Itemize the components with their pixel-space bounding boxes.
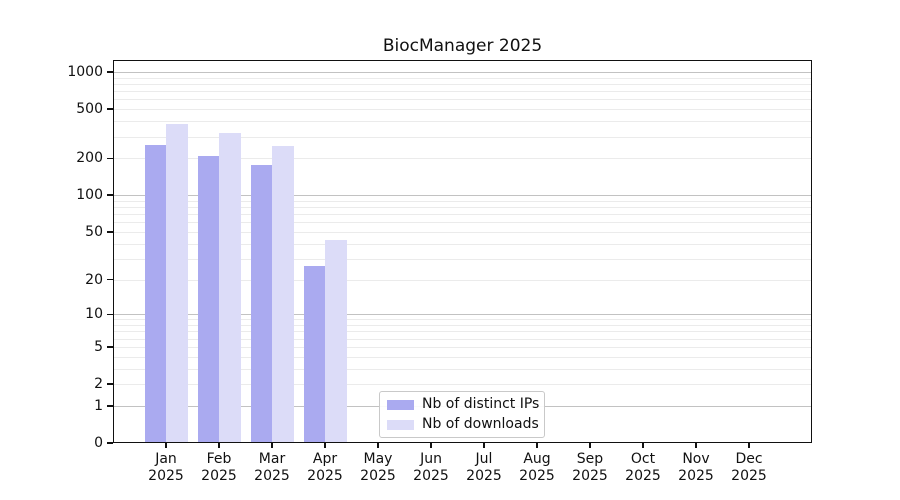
- x-tick: [271, 443, 273, 448]
- x-tick-label-jul: Jul 2025: [466, 451, 502, 484]
- x-tick-label-oct: Oct 2025: [625, 451, 661, 484]
- y-tick-label: 0: [94, 435, 103, 451]
- y-gridline: [114, 356, 811, 358]
- x-tick: [748, 443, 750, 448]
- x-tick-label-aug: Aug 2025: [519, 451, 555, 484]
- y-tick: [107, 194, 113, 196]
- bar-apr-distinct-ips: [303, 266, 325, 442]
- bar-jan-distinct-ips: [144, 145, 166, 442]
- y-tick: [107, 231, 113, 233]
- bar-feb-downloads: [219, 133, 241, 442]
- legend-label-distinct-ips: Nb of distinct IPs: [422, 396, 540, 412]
- y-gridline: [114, 368, 811, 370]
- y-tick: [107, 405, 113, 407]
- y-gridline: [114, 84, 811, 85]
- bar-apr-downloads: [325, 239, 347, 442]
- x-tick: [430, 443, 432, 448]
- y-gridline: [114, 91, 811, 93]
- x-tick: [536, 443, 538, 448]
- y-gridline: [114, 207, 811, 208]
- legend-item-downloads: Nb of downloads: [387, 416, 544, 433]
- legend-swatch-distinct-ips: [387, 399, 414, 410]
- legend: Nb of distinct IPs Nb of downloads: [379, 391, 545, 438]
- x-tick-label-feb: Feb 2025: [201, 451, 237, 484]
- y-tick: [107, 71, 113, 73]
- y-gridline: [114, 338, 811, 340]
- y-gridline: [114, 319, 811, 321]
- y-gridline: [114, 158, 811, 160]
- x-tick-label-dec: Dec 2025: [731, 451, 767, 484]
- x-tick-label-jan: Jan 2025: [148, 451, 184, 484]
- bar-jan-downloads: [166, 123, 188, 442]
- y-gridline: [114, 314, 811, 316]
- legend-swatch-downloads: [387, 419, 414, 430]
- x-tick: [324, 443, 326, 448]
- x-tick: [377, 443, 379, 448]
- y-gridline: [114, 222, 811, 224]
- x-tick-label-sep: Sep 2025: [572, 451, 608, 484]
- x-tick-label-nov: Nov 2025: [678, 451, 714, 484]
- bar-mar-distinct-ips: [250, 165, 272, 442]
- y-gridline: [114, 109, 811, 111]
- y-tick-label: 50: [85, 223, 103, 240]
- y-tick: [107, 383, 113, 385]
- y-gridline: [114, 77, 811, 79]
- y-gridline: [114, 195, 811, 197]
- y-tick: [107, 313, 113, 315]
- y-gridline: [114, 243, 811, 245]
- y-gridline: [114, 346, 811, 348]
- y-gridline: [114, 99, 811, 101]
- y-tick: [107, 442, 113, 444]
- y-tick-label: 100: [76, 187, 103, 204]
- bar-feb-distinct-ips: [197, 155, 219, 442]
- y-gridline: [114, 325, 811, 326]
- x-tick: [589, 443, 591, 448]
- y-tick-label: 1000: [67, 64, 103, 80]
- y-gridline: [114, 331, 811, 333]
- chart-title: BiocManager 2025: [382, 36, 543, 56]
- y-gridline: [114, 231, 811, 233]
- y-gridline: [114, 279, 811, 281]
- x-tick: [695, 443, 697, 448]
- y-tick-label: 200: [76, 150, 103, 167]
- x-tick-label-mar: Mar 2025: [254, 451, 290, 484]
- x-tick-label-jun: Jun 2025: [413, 451, 449, 484]
- y-gridline: [114, 258, 811, 260]
- legend-label-downloads: Nb of downloads: [422, 416, 539, 432]
- x-tick: [642, 443, 644, 448]
- y-tick-label: 500: [76, 101, 103, 118]
- y-gridline: [114, 121, 811, 123]
- x-tick: [218, 443, 220, 448]
- y-tick-label: 10: [85, 306, 103, 323]
- x-tick: [483, 443, 485, 448]
- y-tick-label: 20: [85, 271, 103, 288]
- x-tick-label-may: May 2025: [360, 451, 396, 484]
- bar-mar-downloads: [272, 146, 294, 442]
- y-gridline: [114, 384, 811, 385]
- y-tick: [107, 346, 113, 348]
- y-tick: [107, 108, 113, 110]
- y-tick: [107, 278, 113, 281]
- y-tick: [107, 157, 113, 159]
- x-tick: [165, 443, 167, 448]
- y-gridline: [114, 214, 811, 216]
- legend-item-distinct-ips: Nb of distinct IPs: [387, 396, 544, 413]
- y-gridline: [114, 136, 811, 138]
- y-gridline: [114, 200, 811, 202]
- y-tick-label: 1: [94, 397, 103, 414]
- x-tick-label-apr: Apr 2025: [307, 451, 343, 484]
- y-gridline: [114, 72, 811, 73]
- y-tick-label: 5: [94, 338, 103, 355]
- y-tick-label: 2: [94, 376, 103, 392]
